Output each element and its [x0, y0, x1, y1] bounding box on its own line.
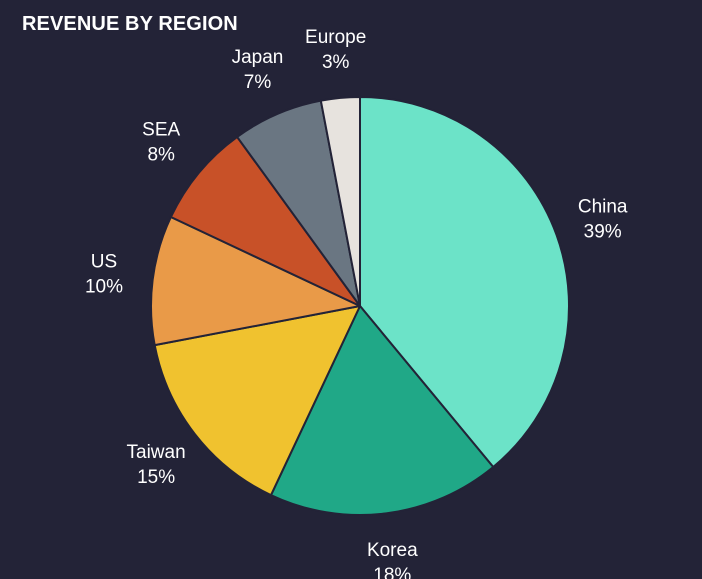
slice-label-taiwan: Taiwan	[127, 442, 186, 463]
slice-label-china: China	[578, 197, 628, 218]
slice-percent-sea: 8%	[147, 145, 175, 166]
pie-labels: China 39% Korea 18% Taiwan 15% US 10% SEA 8% Japan…	[85, 27, 628, 579]
slice-percent-japan: 7%	[244, 72, 272, 93]
pie-slice-europe	[319, 96, 361, 307]
slice-percent-taiwan: 15%	[137, 467, 175, 488]
slice-percent-europe: 3%	[322, 52, 350, 73]
slice-percent-china: 39%	[584, 222, 622, 243]
pie-slice-us	[150, 216, 361, 347]
slice-label-us: US	[91, 252, 117, 273]
chart-title: REVENUE BY REGION	[22, 13, 238, 35]
slice-percent-korea: 18%	[373, 565, 411, 579]
pie-slices	[150, 96, 570, 516]
pie-slice-taiwan	[153, 305, 361, 497]
slice-label-korea: Korea	[367, 540, 418, 561]
pie-slice-korea	[270, 305, 495, 516]
pie-slice-china	[359, 96, 570, 469]
slice-label-japan: Japan	[232, 47, 284, 68]
slice-percent-us: 10%	[85, 277, 123, 298]
pie-slice-sea	[169, 135, 361, 307]
slice-label-europe: Europe	[305, 27, 366, 48]
slice-label-sea: SEA	[142, 120, 180, 141]
